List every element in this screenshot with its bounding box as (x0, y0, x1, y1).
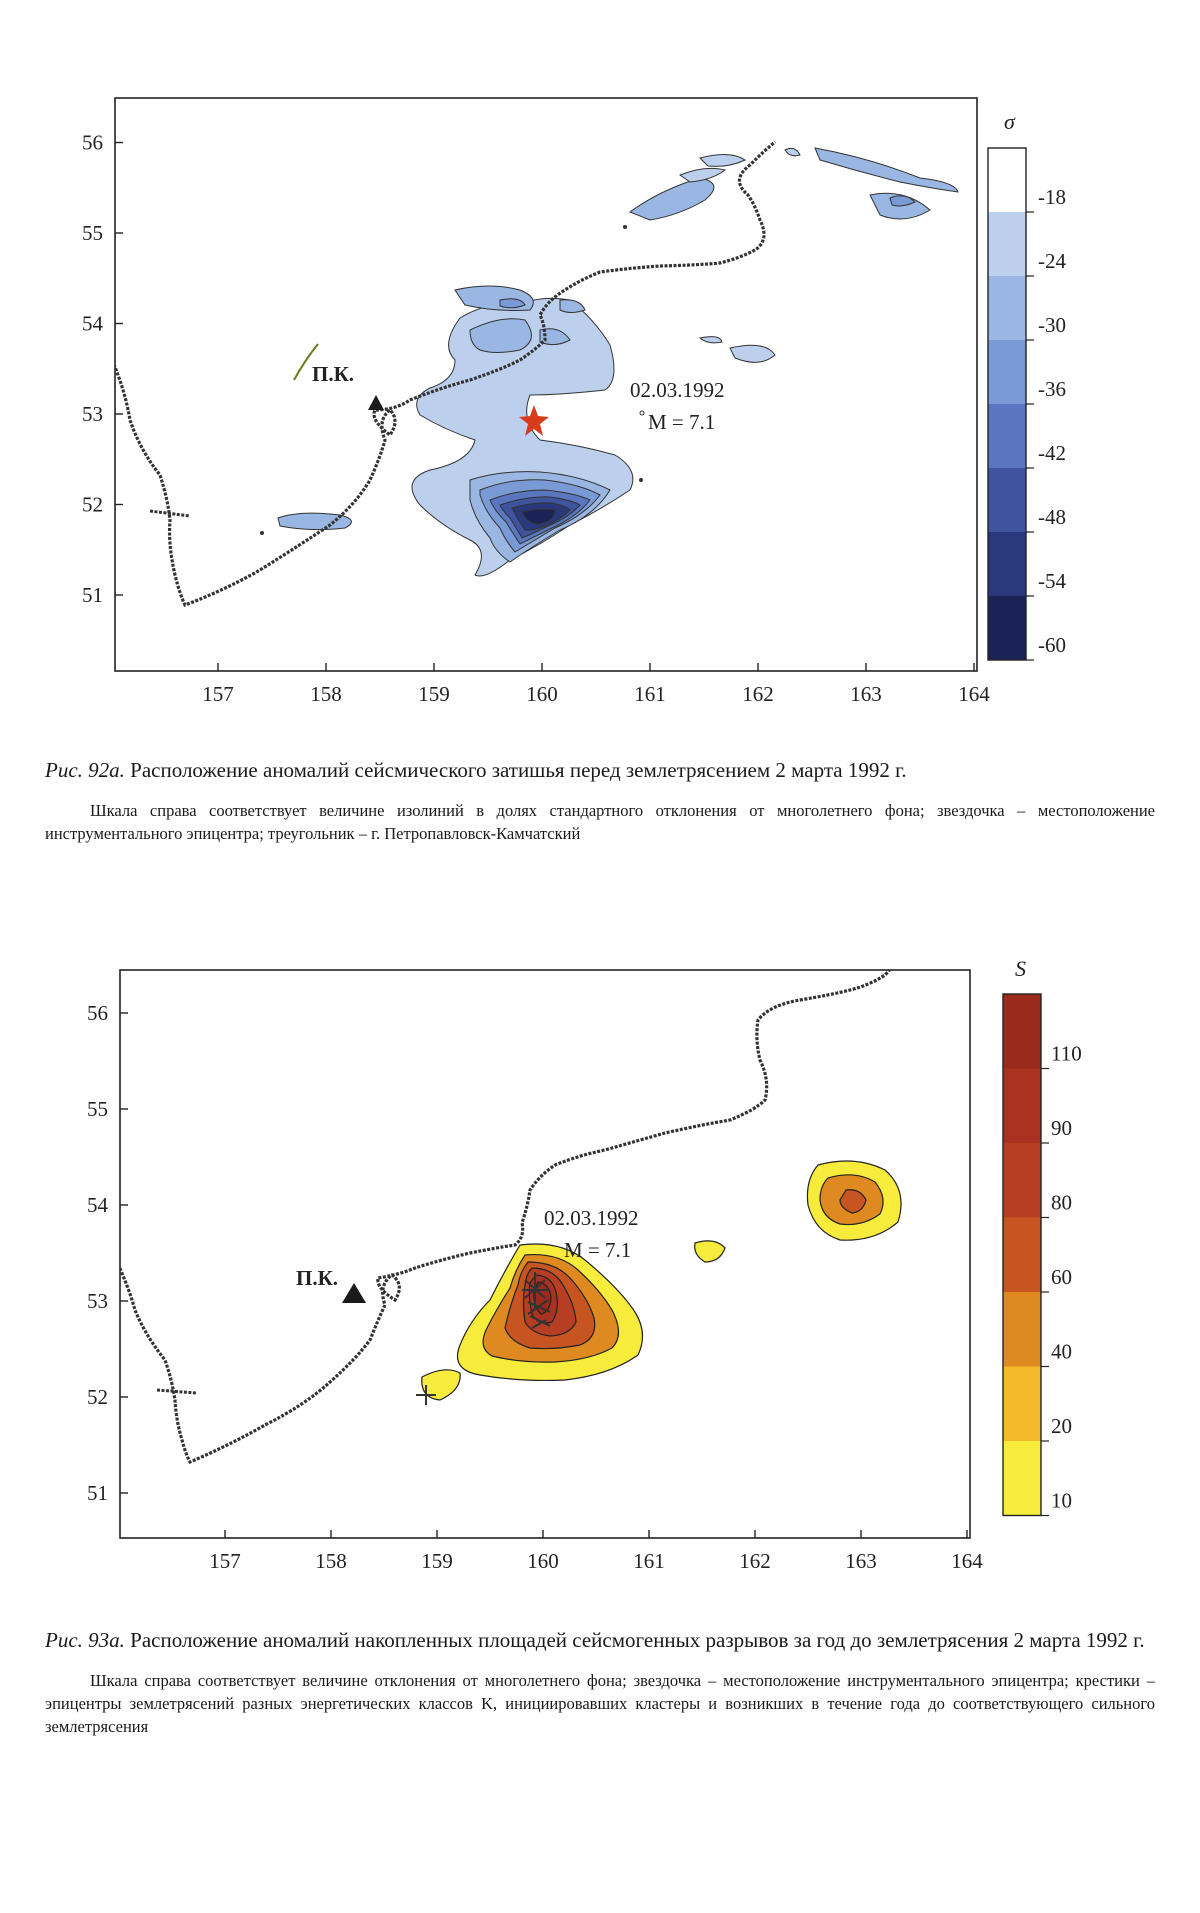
event-date: 02.03.1992 (544, 1206, 639, 1230)
colorbar-band (1003, 994, 1041, 1069)
x-tick-label: 161 (633, 1549, 665, 1573)
figure-92a: П.К. 02.03.1992 M = 7.1 1571581591601611… (0, 0, 1200, 700)
colorbar-label: 90 (1051, 1116, 1072, 1140)
colorbar-label: 40 (1051, 1340, 1072, 1364)
colorbar-band (1003, 1218, 1041, 1293)
x-tick-label: 162 (739, 1549, 771, 1573)
y-tick-label: 51 (82, 583, 103, 607)
caption-93a: Рис. 93а. Расположение аномалий накоплен… (45, 1625, 1155, 1738)
figure-id: Рис. 93а. (45, 1628, 125, 1652)
event-magnitude: M = 7.1 (564, 1238, 631, 1262)
colorbar-band (988, 596, 1026, 660)
colorbar-label: -24 (1038, 249, 1066, 273)
colorbar-band (988, 468, 1026, 532)
y-tick-label: 51 (87, 1481, 108, 1505)
colorbar-title: σ (1004, 109, 1016, 134)
colorbar-label: -18 (1038, 185, 1066, 209)
caption-text: Расположение аномалий сейсмического зати… (130, 758, 906, 782)
x-tick-label: 157 (209, 1549, 241, 1573)
x-tick-label: 157 (202, 682, 234, 706)
colorbar-label: 110 (1051, 1042, 1082, 1066)
colorbar-band (988, 404, 1026, 468)
colorbar-band (988, 276, 1026, 340)
y-tick-label: 55 (82, 221, 103, 245)
colorbar-band (1003, 1069, 1041, 1144)
colorbar-title: S (1015, 956, 1026, 981)
colorbar-band (988, 212, 1026, 276)
contour-dot (260, 531, 264, 535)
contour-dot (623, 225, 627, 229)
x-tick-label: 163 (845, 1549, 877, 1573)
y-tick-label: 52 (87, 1385, 108, 1409)
colorbar-band (988, 148, 1026, 212)
x-tick-label: 164 (951, 1549, 983, 1573)
y-tick-label: 56 (82, 131, 103, 155)
colorbar-label: 10 (1051, 1489, 1072, 1513)
caption-note: Шкала справа соответствует величине изол… (45, 799, 1155, 845)
y-tick-label: 53 (87, 1289, 108, 1313)
x-tick-label: 164 (958, 682, 990, 706)
colorbar-label: 80 (1051, 1191, 1072, 1215)
colorbar-label: 20 (1051, 1414, 1072, 1438)
colorbar-band (1003, 1292, 1041, 1367)
colorbar-label: -36 (1038, 377, 1066, 401)
colorbar-label: 60 (1051, 1265, 1072, 1289)
colorbar-label: -30 (1038, 313, 1066, 337)
x-tick-label: 163 (850, 682, 882, 706)
map-92a: П.К. 02.03.1992 M = 7.1 1571581591601611… (0, 0, 1200, 700)
x-tick-label: 159 (418, 682, 450, 706)
colorbar-band (988, 532, 1026, 596)
event-magnitude: M = 7.1 (648, 410, 715, 434)
y-tick-label: 54 (87, 1193, 109, 1217)
figure-93a: П.К. 02.03.1992 M = 7.1 1571581591601611… (0, 950, 1200, 1550)
caption-main: Рис. 93а. Расположение аномалий накоплен… (45, 1625, 1155, 1655)
x-tick-label: 160 (527, 1549, 559, 1573)
event-date: 02.03.1992 (630, 378, 725, 402)
colorbar-label: -60 (1038, 633, 1066, 657)
y-tick-label: 52 (82, 493, 103, 517)
x-tick-label: 159 (421, 1549, 453, 1573)
colorbar-label: -54 (1038, 569, 1066, 593)
x-tick-label: 162 (742, 682, 774, 706)
x-tick-label: 160 (526, 682, 558, 706)
colorbar-band (1003, 1367, 1041, 1442)
city-label: П.К. (296, 1266, 338, 1290)
caption-text: Расположение аномалий накопленных площад… (130, 1628, 1145, 1652)
y-tick-label: 54 (82, 312, 104, 336)
colorbar-92a: -18 -24 -30 -36 -42 -48 -54 -60 (988, 148, 1066, 660)
colorbar-band (988, 340, 1026, 404)
y-tick-label: 56 (87, 1001, 108, 1025)
colorbar-93a: 110 90 80 60 40 20 10 (1003, 994, 1082, 1516)
figure-id: Рис. 92а. (45, 758, 125, 782)
city-label: П.К. (312, 362, 354, 386)
colorbar-band (1003, 1143, 1041, 1218)
x-tick-label: 161 (634, 682, 666, 706)
caption-note: Шкала справа соответствует величине откл… (45, 1669, 1155, 1738)
colorbar-label: -42 (1038, 441, 1066, 465)
caption-92a: Рис. 92а. Расположение аномалий сейсмиче… (45, 755, 1155, 845)
y-tick-label: 55 (87, 1097, 108, 1121)
colorbar-label: -48 (1038, 505, 1066, 529)
y-tick-label: 53 (82, 402, 103, 426)
caption-main: Рис. 92а. Расположение аномалий сейсмиче… (45, 755, 1155, 785)
contour-dot (639, 478, 643, 482)
map-93a: П.К. 02.03.1992 M = 7.1 1571581591601611… (0, 950, 1200, 1550)
colorbar-band (1003, 1441, 1041, 1516)
x-tick-label: 158 (315, 1549, 347, 1573)
x-tick-label: 158 (310, 682, 342, 706)
